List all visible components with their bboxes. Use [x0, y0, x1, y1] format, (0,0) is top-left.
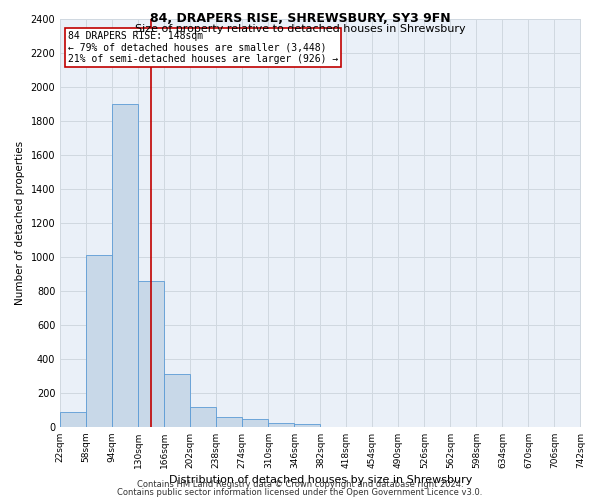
Text: Size of property relative to detached houses in Shrewsbury: Size of property relative to detached ho…: [134, 24, 466, 34]
Text: 84 DRAPERS RISE: 148sqm
← 79% of detached houses are smaller (3,448)
21% of semi: 84 DRAPERS RISE: 148sqm ← 79% of detache…: [68, 31, 338, 64]
Y-axis label: Number of detached properties: Number of detached properties: [15, 141, 25, 305]
Bar: [268, 422, 295, 427]
Bar: [164, 374, 190, 427]
Text: Contains HM Land Registry data © Crown copyright and database right 2024.: Contains HM Land Registry data © Crown c…: [137, 480, 463, 489]
Bar: [295, 424, 320, 427]
Bar: [190, 408, 216, 427]
Bar: [112, 104, 138, 427]
Bar: [216, 418, 242, 427]
Bar: [86, 255, 112, 427]
Bar: [242, 419, 268, 427]
X-axis label: Distribution of detached houses by size in Shrewsbury: Distribution of detached houses by size …: [169, 475, 472, 485]
Bar: [60, 412, 86, 427]
Bar: [138, 280, 164, 427]
Text: Contains public sector information licensed under the Open Government Licence v3: Contains public sector information licen…: [118, 488, 482, 497]
Text: 84, DRAPERS RISE, SHREWSBURY, SY3 9FN: 84, DRAPERS RISE, SHREWSBURY, SY3 9FN: [149, 12, 451, 26]
